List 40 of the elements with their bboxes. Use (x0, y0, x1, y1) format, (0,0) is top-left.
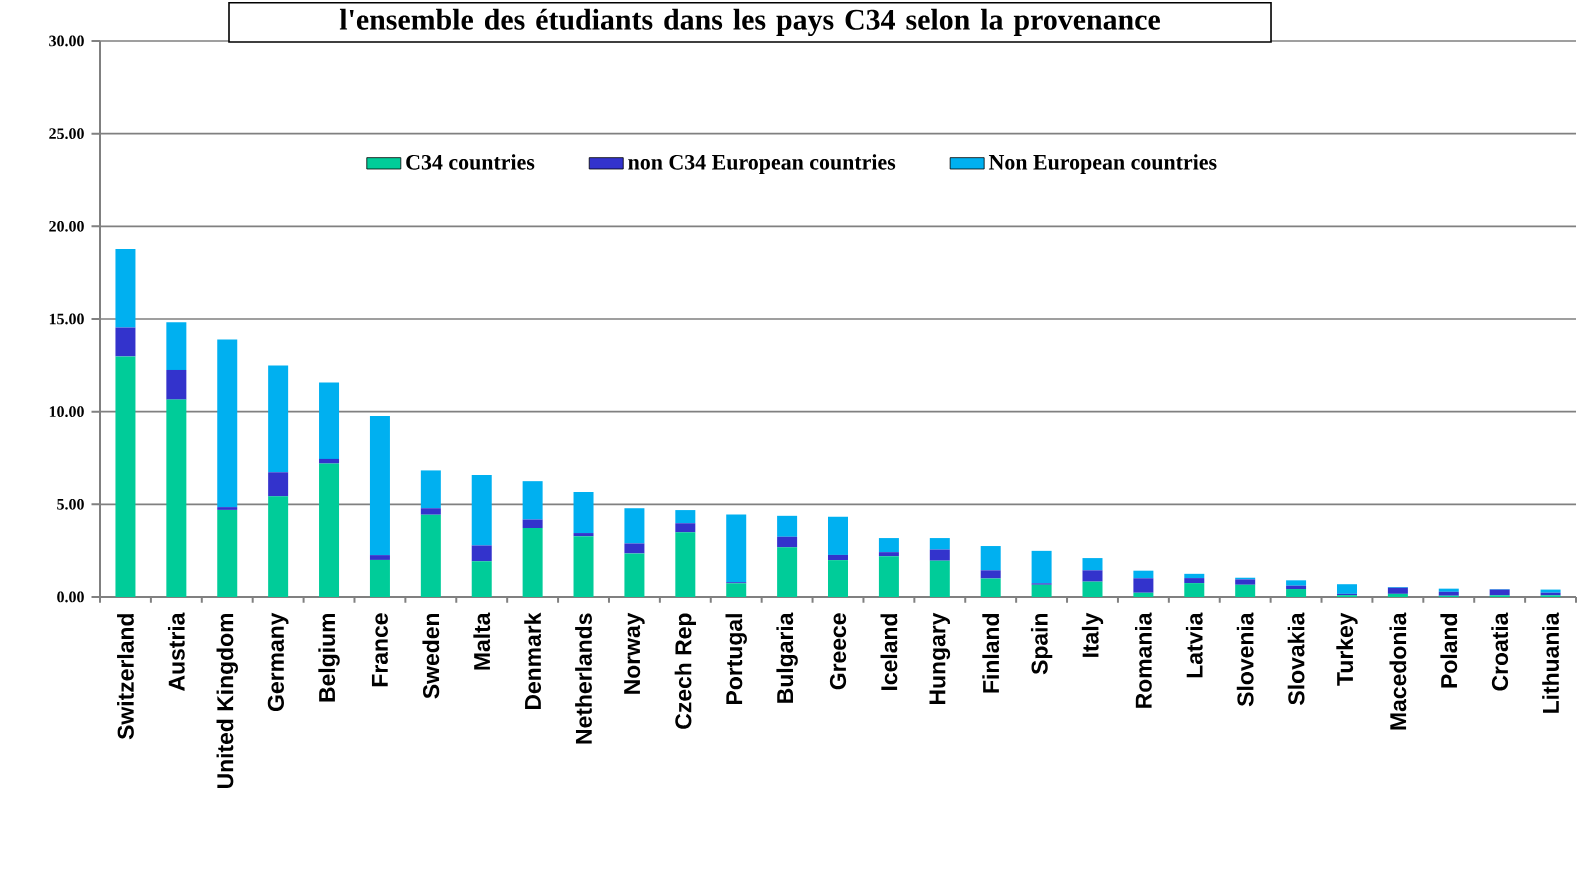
x-tick-label: Spain (1030, 613, 1053, 675)
x-tick-label: Iceland (880, 614, 898, 690)
x-tick-label: Malta (473, 612, 491, 670)
x-tick-label: Belgium (318, 613, 340, 702)
x-tick-label: Denmark (524, 612, 542, 710)
y-tick-label: 25.00 (49, 128, 84, 140)
y-tick-label: 0.00 (57, 591, 84, 603)
x-tick-label: Finland (982, 614, 1000, 693)
legend-label: non C34 European countries (628, 154, 896, 175)
x-tick-label: Netherlands (575, 613, 592, 744)
y-tick-label: 10.00 (49, 406, 84, 418)
x-tick-label: Greece (829, 613, 847, 690)
x-tick-label: Romania (1134, 612, 1152, 708)
x-tick-label: Lithuania (1542, 612, 1559, 713)
x-tick-label: Germany (267, 612, 289, 711)
x-tick-label: Italy (1081, 612, 1104, 657)
chart-title: l'ensemble des étudiants dans les pays C34 selon la provenance (339, 8, 1160, 36)
x-tick-label: Norway (624, 612, 645, 694)
y-tick-label: 15.00 (49, 313, 84, 325)
x-tick-label: Latvia (1185, 612, 1203, 678)
x-tick-label: Macedonia (1389, 612, 1407, 730)
x-tick-label: United Kingdom (216, 613, 238, 789)
x-tick-label: Austria (167, 612, 185, 691)
x-tick-label: Slovenia (1236, 612, 1254, 707)
x-tick-label: France (371, 613, 388, 687)
y-tick-label: 20.00 (49, 220, 84, 232)
x-tick-label: Czech Rep (674, 613, 696, 729)
x-tick-label: Switzerland (117, 614, 134, 740)
legend-label: C34 countries (406, 154, 535, 170)
x-tick-label: Portugal (725, 614, 747, 704)
x-tick-label: Hungary (929, 612, 951, 704)
x-tick-label: Bulgaria (776, 612, 798, 703)
y-tick-label: 5.00 (57, 498, 84, 510)
y-tick-label: 30.00 (49, 35, 84, 47)
x-tick-label: Slovakia (1287, 612, 1305, 705)
x-tick-label: Turkey (1336, 612, 1358, 686)
x-tick-label: Poland (1440, 614, 1458, 688)
x-tick-label: Croatia (1491, 612, 1509, 691)
x-tick-label: Sweden (422, 613, 440, 699)
legend-label: Non European countries (988, 154, 1217, 175)
